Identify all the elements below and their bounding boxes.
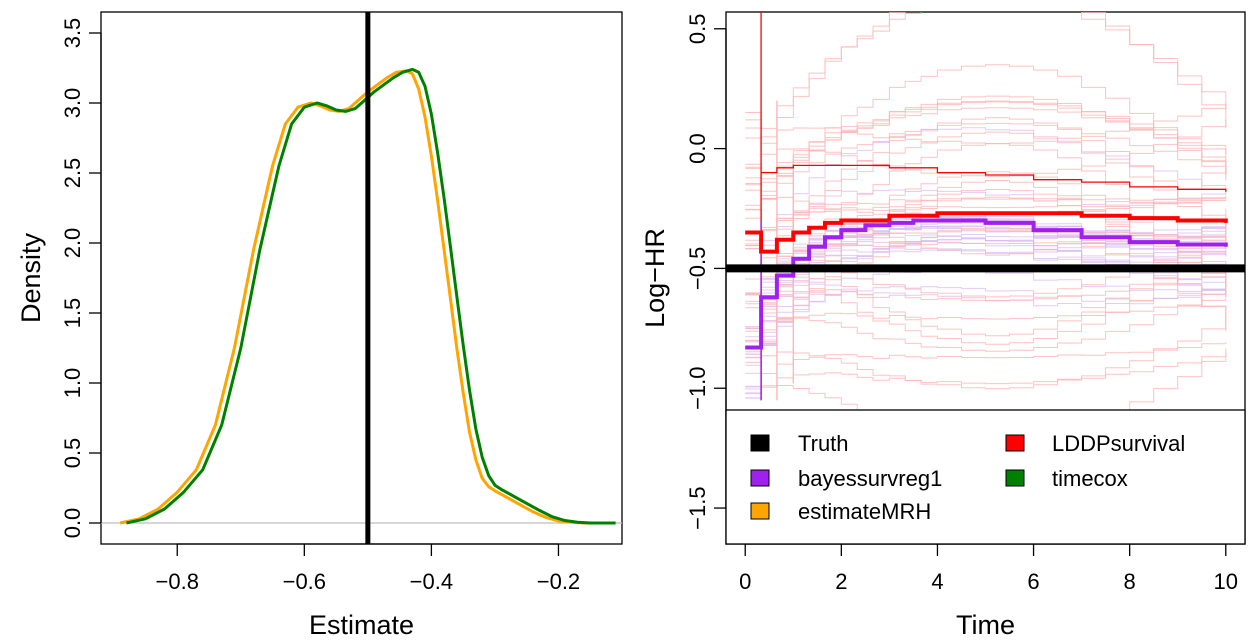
legend-entry-estimatemrh: estimateMRH [750,499,931,524]
lddpsurvival-upper-band [761,164,1227,192]
density-x-tick-label: −0.6 [283,569,326,594]
legend-label-timecox: timecox [1052,466,1128,491]
density-curve-1 [119,69,610,525]
lddpsurvival-sample-curve [745,318,1227,390]
density-y-axis-label: Density [16,232,46,323]
legend-swatch-truth [750,434,770,452]
density-y-tick-label: 0.5 [60,438,85,469]
legend-swatch-estimatemrh [750,502,770,520]
loghr-x-tick-label: 10 [1214,569,1238,594]
lddpsurvival-sample-curve [745,12,1227,129]
loghr-x-axis-label: Time [956,610,1015,640]
density-y-tick-label: 2.5 [60,158,85,189]
legend-swatch-bayessurvreg1 [750,469,770,487]
loghr-y-tick-label: −1.0 [685,366,710,409]
legend-entry-timecox: timecox [1005,466,1128,491]
density-x-axis-label: Estimate [309,610,414,640]
density-y-tick-label: 1.5 [60,298,85,329]
legend-label-bayessurvreg1: bayessurvreg1 [798,466,942,491]
lddpsurvival-mean-curve [745,211,1228,254]
legend-entry-truth: Truth [750,431,849,456]
density-x-tick-label: −0.2 [537,569,580,594]
legend-label-lddpsurvival: LDDPsurvival [1052,431,1185,456]
legend-entry-bayessurvreg1: bayessurvreg1 [750,466,942,491]
loghr-x-tick-label: 0 [739,569,751,594]
density-panel: −0.8 −0.6 −0.4 −0.2 0.0 0.5 1.0 1.5 2.0 2.5 3.0 3.5… [16,11,623,640]
lddpsurvival-sample-curve [745,298,1227,331]
density-x-tick-label: −0.8 [156,569,199,594]
loghr-x-tick-label: 2 [835,569,847,594]
density-y-tick-label: 2.0 [60,228,85,259]
legend-swatch-lddpsurvival [1005,434,1025,452]
density-plot-frame [100,11,623,545]
legend-swatch-timecox [1005,469,1025,487]
density-y-tick-label: 3.5 [60,18,85,49]
density-y-tick-label: 3.0 [60,88,85,119]
bayessurvreg1-mean-curve [745,218,1228,350]
legend-label-truth: Truth [798,431,849,456]
lddpsurvival-sample-curve [745,64,1227,199]
density-x-tick-label: −0.4 [410,569,453,594]
lddpsurvival-sample-curve [745,285,1227,352]
loghr-panel: 0 2 4 6 8 10 0.5 0.0 −0.5 −1.0 −1.5 Time Log−HR Tr… [640,11,1246,640]
loghr-x-tick-label: 8 [1124,569,1136,594]
loghr-y-axis-label: Log−HR [640,228,670,328]
loghr-y-tick-label: −1.5 [685,486,710,529]
density-curve-2 [126,67,616,525]
loghr-y-tick-label: 0.5 [685,14,710,45]
loghr-x-tick-label: 6 [1027,569,1039,594]
lddpsurvival-sample-curve [745,352,1227,387]
lddpsurvival-sample-curve [745,143,1227,301]
density-y-tick-label: 1.0 [60,368,85,399]
legend-label-estimatemrh: estimateMRH [798,499,931,524]
lddpsurvival-sample-curve [745,348,1227,410]
lddpsurvival-sample-curve [745,342,1227,374]
lddpsurvival-sample-curve [745,117,1227,253]
density-y-tick-label: 0.0 [60,508,85,539]
legend: Truth LDDPsurvival bayessurvreg1 timecox… [725,409,1246,545]
legend-box [725,409,1246,545]
loghr-y-tick-label: −0.5 [685,247,710,290]
loghr-y-tick-label: 0.0 [685,133,710,164]
loghr-x-tick-label: 4 [931,569,943,594]
legend-entry-lddpsurvival: LDDPsurvival [1005,431,1185,456]
